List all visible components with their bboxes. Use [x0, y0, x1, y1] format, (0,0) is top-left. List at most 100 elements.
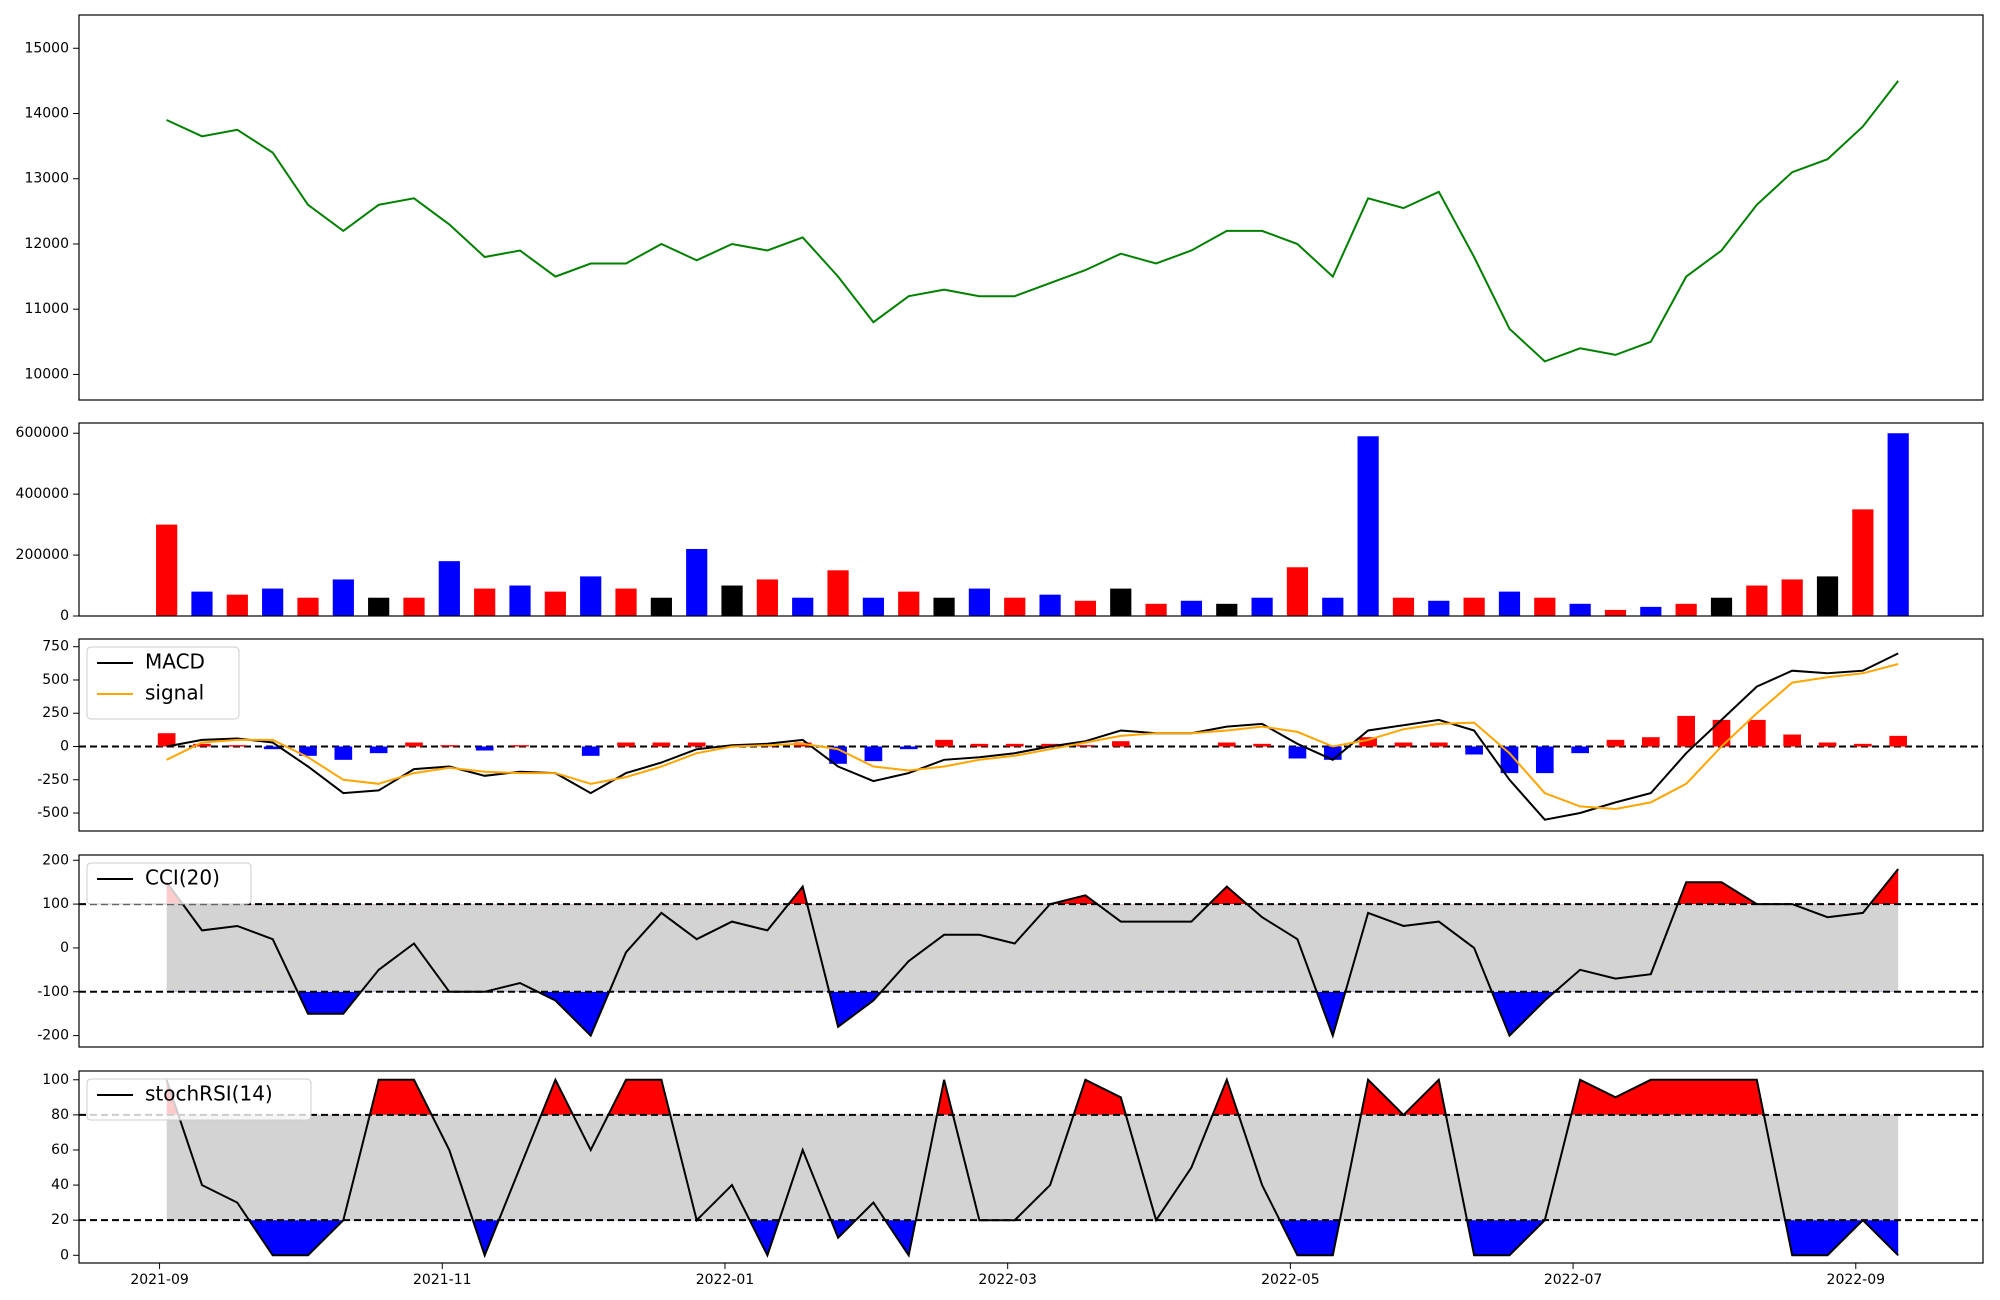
legend: MACD signal — [86, 646, 240, 720]
histogram-bar — [1889, 735, 1908, 747]
histogram-bar — [1217, 742, 1236, 747]
y-tick-label: 0 — [60, 1247, 69, 1263]
legend-label: MACD — [145, 650, 205, 674]
panel-frame — [78, 638, 1984, 832]
volume-bar — [792, 597, 814, 616]
histogram-bar — [263, 746, 282, 750]
x-tick-label: 2021-09 — [130, 1272, 189, 1288]
volume-bar — [1392, 597, 1415, 616]
y-tick-label: 250 — [42, 705, 69, 721]
histogram-bar — [1005, 743, 1024, 747]
panel-frame — [78, 422, 1984, 617]
legend-box — [86, 1078, 312, 1121]
y-tick-label: -200 — [37, 1028, 69, 1044]
histogram-bar — [193, 743, 211, 747]
y-tick-label: -250 — [37, 772, 69, 788]
volume-bar — [509, 585, 531, 616]
volume-bar — [686, 548, 708, 616]
volume-bar — [1781, 579, 1803, 616]
y-tick-label: 600000 — [16, 425, 69, 441]
x-tick-label: 2021-11 — [413, 1272, 472, 1288]
volume-bar — [968, 588, 991, 616]
x-tick-label: 2022-05 — [1261, 1272, 1320, 1288]
histogram-bar — [1712, 719, 1731, 747]
histogram-bar — [1606, 739, 1625, 747]
y-tick-label: 60 — [51, 1142, 69, 1158]
line-series — [166, 80, 1899, 363]
y-tick-label: 100 — [42, 1072, 69, 1088]
legend: stochRSI(14) — [86, 1078, 312, 1121]
volume-bar — [1180, 600, 1203, 616]
panel-frame — [78, 14, 1984, 401]
volume-bar — [1675, 603, 1697, 616]
y-tick-label: 100 — [42, 896, 69, 912]
volume-bar — [156, 524, 178, 616]
histogram-bar — [1359, 737, 1377, 747]
y-tick-label: 11000 — [24, 301, 69, 317]
y-tick-label: 0 — [60, 608, 69, 624]
line-series — [165, 1076, 1899, 1259]
volume-bar — [1074, 600, 1097, 616]
y-tick-label: 15000 — [24, 40, 69, 56]
histogram-bar — [687, 742, 706, 747]
histogram-bar — [511, 745, 529, 747]
y-tick-label: 200 — [42, 852, 69, 868]
histogram-bar — [369, 746, 388, 754]
overbought-area — [166, 869, 1899, 905]
histogram-bar — [334, 746, 353, 760]
volume-bar — [368, 597, 390, 616]
histogram-bar — [1253, 743, 1271, 747]
volume-bar — [438, 561, 460, 616]
y-tick-label: 400000 — [16, 486, 69, 502]
histogram-bar — [935, 739, 953, 747]
legend-label: signal — [145, 681, 204, 705]
histogram-bar — [581, 746, 600, 756]
histogram-bar — [228, 745, 247, 747]
volume-bar — [1498, 591, 1521, 616]
volume-bar — [1216, 603, 1238, 616]
y-tick-label: 20 — [51, 1212, 69, 1228]
legend: CCI(20) — [86, 862, 252, 905]
histogram-bar — [1288, 746, 1307, 759]
histogram-bar — [157, 733, 176, 747]
volume-bar — [898, 591, 920, 616]
volume-bar — [1534, 597, 1556, 616]
volume-bar — [1463, 597, 1485, 616]
y-tick-label: 80 — [51, 1107, 69, 1123]
overbought-area — [166, 1079, 1764, 1115]
x-tick-label: 2022-03 — [978, 1272, 1037, 1288]
y-tick-label: 14000 — [24, 106, 69, 122]
volume-bar — [1746, 585, 1768, 616]
volume-bar — [1145, 603, 1167, 616]
legend-box — [86, 646, 240, 720]
volume-bar — [1322, 597, 1344, 616]
volume-bar — [1110, 588, 1132, 616]
volume-bar — [332, 579, 354, 616]
volume-bar — [1357, 436, 1379, 616]
y-tick-label: 12000 — [24, 236, 69, 252]
volume-bar — [933, 597, 955, 616]
histogram-bar — [1854, 743, 1872, 747]
volume-bar — [191, 591, 213, 616]
volume-bar — [615, 588, 637, 616]
histogram-bar — [1465, 746, 1483, 755]
volume-bar — [1428, 600, 1450, 616]
histogram-bar — [1500, 746, 1519, 774]
line-series — [165, 868, 1899, 1039]
volume-bar — [403, 597, 425, 616]
histogram-bar — [652, 742, 671, 747]
y-tick-label: 40 — [51, 1177, 69, 1193]
panel-frame — [78, 854, 1984, 1048]
histogram-bar — [1818, 742, 1837, 747]
line-series — [166, 652, 1899, 821]
volume-bar — [1710, 597, 1733, 616]
volume-bar — [1569, 603, 1591, 616]
line-series — [166, 663, 1899, 811]
y-tick-label: 10000 — [24, 366, 69, 382]
volume-bar — [1604, 609, 1627, 616]
y-tick-label: -500 — [37, 805, 69, 821]
y-tick-label: 750 — [42, 639, 69, 655]
y-tick-label: 13000 — [24, 171, 69, 187]
volume-bar — [1039, 594, 1061, 616]
